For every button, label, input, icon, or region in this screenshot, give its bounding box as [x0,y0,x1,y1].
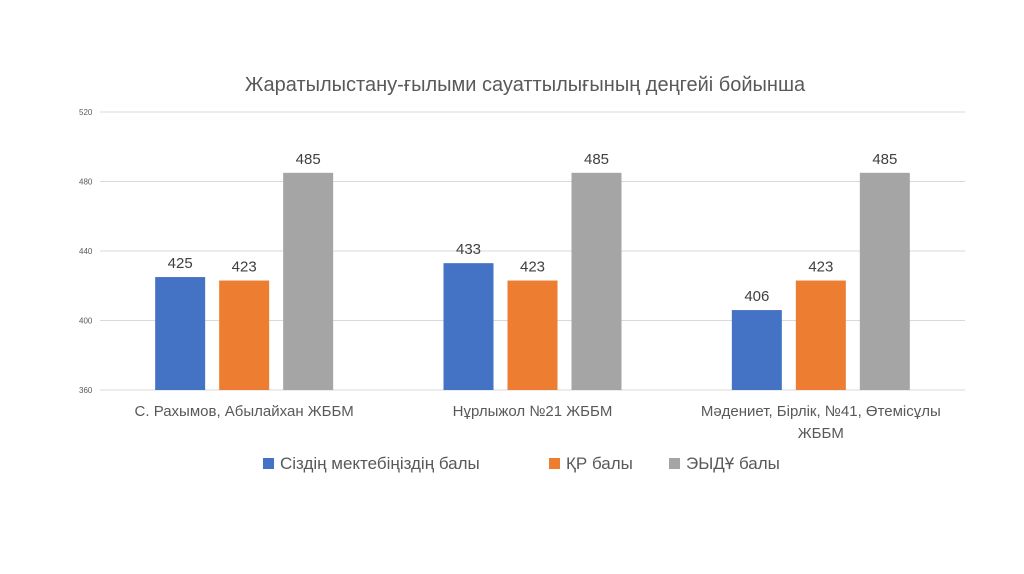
bar [859,172,910,390]
bar [731,310,782,390]
bar [155,277,206,390]
y-axis-tick-labels: 360 400 440 480 520 [79,108,93,395]
x-axis-category-labels: С. Рахымов, Абылайхан ЖББМ Нұрлыжол №21 Ж… [135,403,941,442]
legend: Сіздің мектебіңіздің балы ҚР балы ЭЫДҰ бал… [263,454,780,473]
legend-swatch [263,458,274,469]
legend-swatch [549,458,560,469]
bar [443,263,494,390]
bar [795,280,846,390]
y-tick-label: 480 [79,178,93,187]
bar [507,280,558,390]
data-labels: 425 423 485 433 423 485 406 423 485 [168,151,898,305]
data-label: 485 [584,151,609,168]
y-tick-label: 520 [79,108,93,117]
data-label: 423 [808,259,833,276]
chart-title: Жаратылыстану-ғылыми сауаттылығының деңг… [245,74,806,96]
bar [283,172,334,390]
data-label: 485 [296,151,321,168]
bar [219,280,270,390]
bars [155,172,910,390]
data-label: 423 [520,259,545,276]
y-tick-label: 360 [79,386,93,395]
category-label: Мәдениет, Бірлік, №41, Өтемісұлы [701,403,941,420]
bar [571,172,622,390]
legend-entry: Сіздің мектебіңіздің балы [280,454,480,473]
y-tick-label: 400 [79,317,93,326]
legend-entry: ҚР балы [566,454,633,473]
legend-swatch [669,458,680,469]
y-tick-label: 440 [79,247,93,256]
data-label: 433 [456,241,481,258]
data-label: 423 [232,259,257,276]
category-label: Нұрлыжол №21 ЖББМ [453,403,613,420]
legend-entry: ЭЫДҰ балы [686,454,780,473]
data-label: 425 [168,255,193,272]
data-label: 406 [744,288,769,305]
category-label: С. Рахымов, Абылайхан ЖББМ [135,403,354,420]
data-label: 485 [872,151,897,168]
category-label: ЖББМ [798,425,844,442]
